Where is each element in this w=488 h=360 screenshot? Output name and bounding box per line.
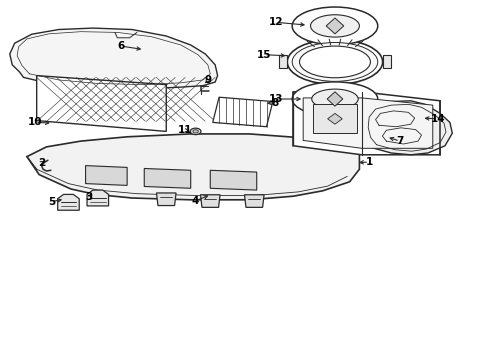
Text: 6: 6 — [118, 41, 124, 51]
Polygon shape — [58, 194, 79, 210]
Polygon shape — [210, 170, 256, 190]
Polygon shape — [27, 134, 359, 200]
Text: 8: 8 — [271, 98, 278, 108]
Text: 4: 4 — [191, 196, 199, 206]
Text: 1: 1 — [365, 157, 372, 167]
Ellipse shape — [292, 82, 377, 116]
Polygon shape — [144, 168, 190, 188]
Polygon shape — [303, 98, 432, 148]
Polygon shape — [85, 166, 127, 185]
Polygon shape — [293, 92, 439, 155]
Text: 14: 14 — [429, 114, 444, 124]
Polygon shape — [37, 76, 166, 131]
Polygon shape — [326, 92, 342, 106]
Ellipse shape — [311, 89, 357, 109]
Polygon shape — [382, 55, 390, 68]
Ellipse shape — [310, 15, 359, 37]
Text: 11: 11 — [177, 125, 192, 135]
Polygon shape — [325, 18, 343, 34]
Text: 7: 7 — [395, 136, 403, 146]
Ellipse shape — [190, 128, 201, 135]
Text: 13: 13 — [268, 94, 283, 104]
Polygon shape — [364, 101, 451, 155]
Text: 9: 9 — [204, 75, 211, 85]
Polygon shape — [10, 28, 217, 89]
Polygon shape — [200, 195, 220, 207]
Text: 3: 3 — [85, 192, 92, 202]
Ellipse shape — [287, 40, 382, 85]
Ellipse shape — [192, 130, 198, 133]
Text: 2: 2 — [38, 158, 45, 168]
Text: 12: 12 — [268, 17, 283, 27]
Ellipse shape — [292, 42, 377, 81]
Text: 10: 10 — [28, 117, 42, 127]
Polygon shape — [327, 113, 342, 124]
Text: 5: 5 — [48, 197, 55, 207]
Polygon shape — [312, 104, 356, 133]
Polygon shape — [278, 55, 286, 68]
Polygon shape — [156, 193, 176, 206]
Polygon shape — [87, 190, 108, 206]
Polygon shape — [244, 195, 264, 207]
Text: 15: 15 — [256, 50, 271, 60]
Ellipse shape — [292, 7, 377, 45]
Polygon shape — [212, 97, 272, 127]
Ellipse shape — [299, 46, 370, 78]
